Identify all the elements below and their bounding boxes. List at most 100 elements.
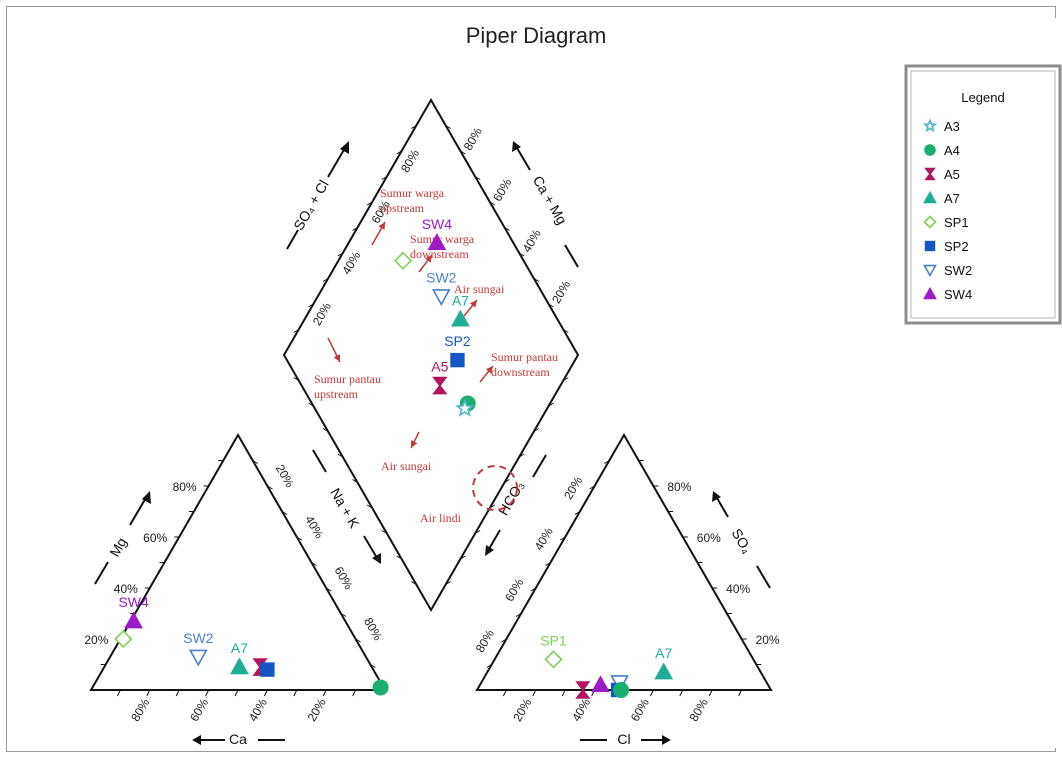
tick-mark [281,511,288,515]
legend-box-outer [904,64,1062,325]
point-cation-sp2 [260,662,275,677]
legend-marker-sw4 [923,286,937,300]
tick-label: 20% [756,633,780,647]
axis-arrow-nak [363,535,378,559]
tick-mark [267,485,273,490]
tick-mark [263,689,268,697]
tick-mark [501,638,507,643]
tick-mark [548,402,554,407]
tick-mark [370,664,376,668]
tick-mark [533,278,540,282]
axis-arrowhead-cl [662,735,671,745]
tick-mark [530,587,537,592]
tick-mark [532,689,537,697]
axis-arrowhead-hco3 [485,545,494,556]
legend-label-sw2: SW2 [944,263,972,278]
tick-mark [366,201,373,206]
axis-arrowhead-so4 [712,491,721,502]
tick-mark [325,587,332,592]
point-anion-a7 [654,662,674,680]
annotation-line: upstream [380,201,425,215]
annotation-sumur-warga-upstream: Sumur warga upstream [380,186,445,215]
tick-mark [352,479,358,483]
tick-mark [293,689,298,697]
data-points: SW4 SW2 A7 SP1 A7 SW4 SW2 A7 SP2 A5 [114,216,674,699]
point-diamond-a3 [455,398,475,417]
point-label: A7 [231,640,248,656]
tick-mark [311,562,317,566]
annotation-line: Sumur warga [410,232,475,246]
annotation-line: Sumur warga [380,186,445,200]
axis-arrow-camg [516,147,531,171]
axis-arrowhead-camg [512,141,521,152]
tick-label: 40% [726,582,750,596]
tick-mark [366,504,373,509]
tick-mark [293,329,299,333]
annotation-arrowhead [333,354,340,362]
tick-mark [489,504,496,509]
point-cation-a7 [230,657,249,675]
annotation-air-lindi: Air lindi [420,511,462,525]
annotation-arrowhead [424,255,432,263]
axis-arrow-so4 [716,497,729,518]
air-lindi-highlight-circle [472,465,518,511]
tick-mark [708,689,713,697]
legend-marker-a3 [922,118,938,133]
tick-mark [489,201,496,206]
annotation-layer: Sumur warga upstream Sumur warga downstr… [314,186,558,525]
annotation-arrows [327,221,494,449]
point-label: SW4 [118,594,149,610]
annotation-sumur-warga-downstream: Sumur warga downstream [410,232,475,261]
tick-mark [604,460,610,464]
tick-mark [146,689,151,697]
point-label: A5 [431,359,448,375]
annotation-arrowhead [378,222,385,230]
legend-marker-a7 [923,190,937,204]
tick-mark [515,613,522,617]
point-anion-a4 [613,681,630,698]
tick-mark [504,479,510,483]
annotation-sumur-pantau-upstream: Sumur pantau upstream [314,372,381,401]
tick-mark [252,460,258,464]
point-label: SW2 [426,269,457,285]
axis-dash-nak [312,449,327,473]
legend-marker-a4 [924,144,936,156]
legend-label-a7: A7 [944,191,960,206]
legend-box-inner [910,70,1056,319]
tick-mark [205,689,210,697]
annotation-line: Air sungai [454,282,505,296]
legend-label-sp1: SP1 [944,215,969,230]
tick-mark [352,689,357,697]
tick-mark [460,150,466,155]
tick-mark [381,176,388,180]
axis-arrowhead-so4cl [340,141,349,154]
point-diamond-sw4 [427,233,447,250]
point-cation-a4 [372,679,389,696]
tick-mark [445,125,451,129]
tick-mark [649,689,654,697]
tick-mark [504,227,510,231]
tick-mark [518,252,525,257]
tick-mark [175,689,180,697]
tick-mark [563,377,569,381]
tick-mark [563,329,569,333]
point-label: A7 [452,292,469,308]
legend-marker-a5 [924,167,936,181]
tick-label: 60% [143,531,167,545]
tick-mark [548,303,554,308]
tick-label: 80% [173,480,197,494]
tick-mark [308,402,314,407]
tick-mark [234,689,239,697]
tick-label: 40% [114,582,138,596]
tick-mark [460,555,466,560]
annotation-line: Sumur pantau [491,350,558,364]
point-diamond-sw2 [431,289,451,306]
legend-title: Legend [961,90,1004,105]
annotation-arrowhead [469,300,477,308]
annotation-line: upstream [314,387,359,401]
legend-label-a5: A5 [944,167,960,182]
point-cation-sw4 [124,611,143,629]
tick-mark [533,428,540,432]
legend-marker-sp1 [923,215,937,229]
tick-label: 80% [667,480,691,494]
